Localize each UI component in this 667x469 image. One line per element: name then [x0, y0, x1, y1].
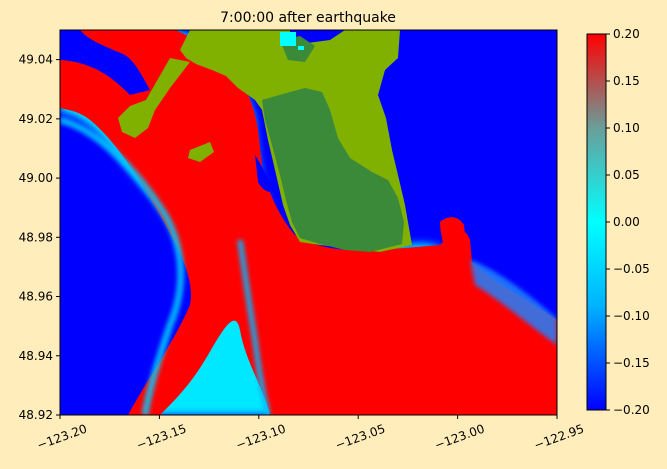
x-tick-label: −122.95	[532, 422, 586, 453]
land-high-delta	[262, 88, 404, 252]
colorbar-axis: −0.20 −0.15 −0.10 −0.05 0.00 0.05 0.10 0.15 0.20	[606, 27, 650, 417]
x-tick-label: −123.15	[135, 422, 189, 453]
chart-title: 7:00:00 after earthquake	[220, 10, 396, 26]
cyan-channel-left	[60, 116, 185, 415]
positive-water-region	[60, 30, 557, 415]
land-low-island	[188, 142, 214, 162]
x-axis: −123.20 −123.15 −123.10 −123.05 −123.00 −122.…	[35, 415, 586, 452]
heatmap-field	[60, 30, 557, 415]
x-tick-label: −123.20	[35, 422, 89, 453]
colorbar-tick-label: −0.20	[613, 403, 650, 417]
y-tick-label: 49.02	[19, 112, 53, 126]
colorbar	[586, 33, 607, 411]
colorbar-tick-label: −0.05	[613, 262, 650, 276]
cyan-channel-mid	[237, 239, 271, 415]
cyan-pond-small	[298, 46, 304, 50]
colorbar-tick-label: 0.20	[613, 27, 640, 41]
colorbar-tick-label: 0.05	[613, 168, 640, 182]
cyan-shoal-right	[470, 260, 557, 345]
cyan-pond	[280, 32, 296, 46]
plot-frame	[59, 29, 558, 416]
y-tick-label: 49.00	[19, 171, 53, 185]
y-tick-label: 48.96	[19, 290, 53, 304]
y-tick-label: 48.94	[19, 349, 53, 363]
y-tick-label: 48.98	[19, 230, 53, 244]
y-axis: 48.92 48.94 48.96 48.98 49.00 49.02 49.04	[19, 53, 60, 422]
colorbar-tick-label: 0.15	[613, 74, 640, 88]
colorbar-tick-label: 0.10	[613, 121, 640, 135]
x-tick-label: −123.10	[234, 422, 288, 453]
x-tick-label: −123.05	[333, 422, 387, 453]
colorbar-tick-label: −0.10	[613, 309, 650, 323]
land-low-peninsula	[118, 58, 190, 138]
red-right-spit	[440, 217, 468, 268]
blue-pocket-center	[255, 155, 275, 193]
blue-cove-left	[60, 30, 150, 95]
x-tick-label: −123.00	[433, 422, 487, 453]
colorbar-tick-label: 0.00	[613, 215, 640, 229]
y-tick-label: 49.04	[19, 53, 53, 67]
colorbar-tick-label: −0.15	[613, 356, 650, 370]
y-tick-label: 48.92	[19, 408, 53, 422]
